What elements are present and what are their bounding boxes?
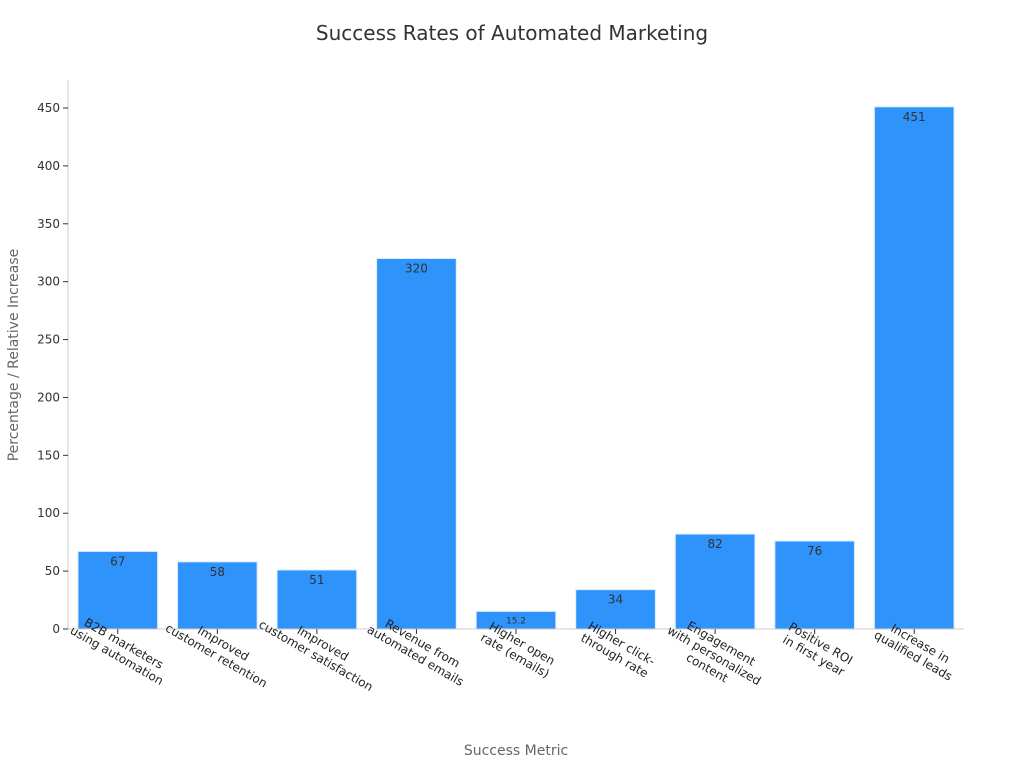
bar-value-label: 67 bbox=[110, 554, 125, 568]
bar bbox=[376, 258, 457, 630]
y-tick-label: 100 bbox=[37, 506, 60, 520]
y-axis: 0 50 100 150 200 250 300 350 400 450 bbox=[37, 80, 69, 636]
y-tick-label: 250 bbox=[37, 333, 60, 347]
bar-value-label: 58 bbox=[210, 565, 225, 579]
bar-value-label: 82 bbox=[707, 537, 722, 551]
y-tick-label: 350 bbox=[37, 217, 60, 231]
bar-value-label: 34 bbox=[608, 593, 623, 607]
bar-value-label: 15.2 bbox=[506, 616, 526, 626]
y-tick-label: 400 bbox=[37, 159, 60, 173]
bars-group: 67 58 51 320 15.2 34 82 76 451 bbox=[77, 106, 955, 630]
y-tick-label: 150 bbox=[37, 448, 60, 462]
y-axis-label: Percentage / Relative Increase bbox=[6, 249, 22, 462]
bar bbox=[177, 561, 258, 630]
bar-value-label: 320 bbox=[405, 262, 428, 276]
y-tick-label: 300 bbox=[37, 275, 60, 289]
y-tick-label: 450 bbox=[37, 101, 60, 115]
bar bbox=[77, 550, 159, 630]
bar bbox=[276, 569, 358, 630]
bar-value-label: 451 bbox=[903, 110, 926, 124]
bar bbox=[873, 106, 955, 630]
x-axis-label: Success Metric bbox=[464, 743, 568, 759]
y-tick-label: 0 bbox=[52, 622, 60, 636]
bar-value-label: 76 bbox=[807, 544, 822, 558]
y-tick-label: 50 bbox=[45, 564, 60, 578]
y-tick-label: 200 bbox=[37, 390, 60, 404]
bar-value-label: 51 bbox=[309, 573, 324, 587]
chart-title: Success Rates of Automated Marketing bbox=[316, 21, 708, 45]
